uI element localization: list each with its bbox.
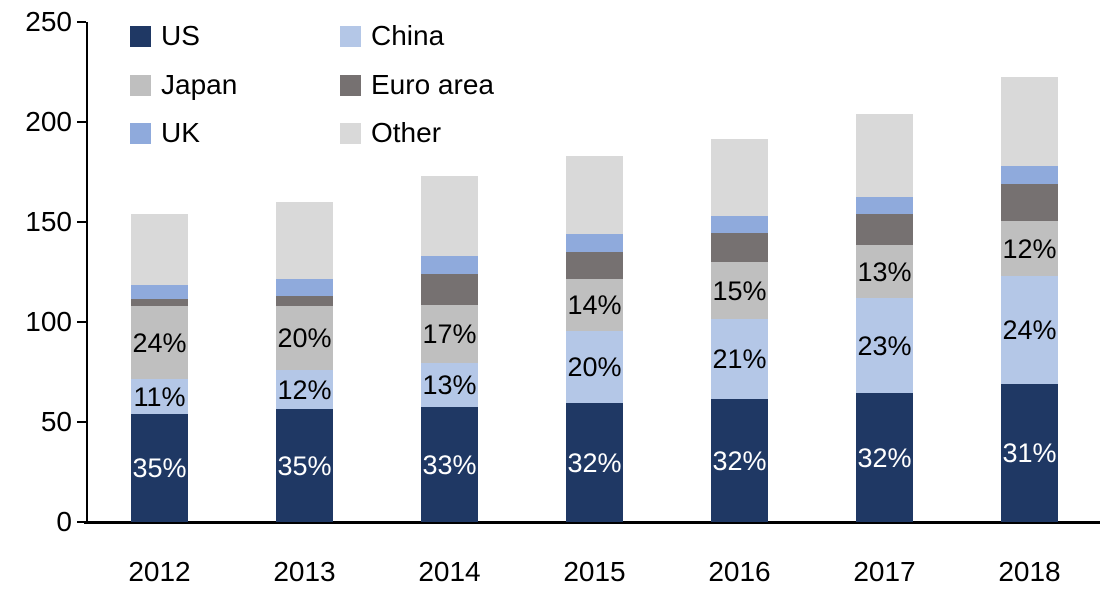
x-tick-label: 2018 (998, 556, 1061, 587)
bar-segment-other (276, 202, 333, 279)
x-tick-label: 2013 (273, 556, 336, 587)
bar-segment-label: 14% (567, 290, 622, 320)
bar-segment-label: 33% (422, 449, 477, 480)
legend-label: UK (161, 117, 200, 148)
bar-segment-other (711, 139, 768, 216)
bar-segment-other (421, 176, 478, 256)
bar-segment-euro-area (276, 296, 333, 306)
bar-segment-japan (856, 245, 913, 298)
bar-segment-china (856, 298, 913, 393)
y-axis-line (86, 22, 88, 522)
bar-segment-label: 32% (567, 447, 622, 478)
legend-label: US (161, 20, 200, 51)
bar-segment-uk (131, 285, 188, 299)
legend-label: Euro area (371, 69, 494, 100)
bar-segment-japan (276, 306, 333, 370)
bar-segment-us (421, 407, 478, 522)
legend-swatch-icon (340, 75, 361, 96)
y-tick-mark (77, 21, 86, 23)
bar-segment-label: 31% (1002, 438, 1057, 468)
y-tick-label: 100 (25, 306, 72, 337)
x-tick-label: 2016 (708, 556, 771, 587)
bar-segment-label: 12% (277, 374, 332, 405)
bar-segment-other (131, 214, 188, 285)
y-tick-label: 250 (25, 6, 72, 37)
bar-segment-euro-area (566, 252, 623, 279)
bar-segment-label: 24% (1002, 315, 1057, 345)
legend-swatch-icon (340, 26, 361, 47)
bar-segment-uk (856, 197, 913, 214)
bar-segment-euro-area (711, 233, 768, 262)
bar-segment-uk (421, 256, 478, 274)
x-axis-line (84, 521, 1100, 524)
x-tick-label: 2012 (128, 556, 191, 587)
y-tick-label: 0 (56, 506, 72, 537)
bar-segment-label: 20% (277, 323, 332, 353)
bar-segment-other (856, 114, 913, 197)
legend-swatch-icon (130, 123, 151, 144)
bar-segment-label: 24% (132, 327, 187, 358)
legend-label: Other (371, 117, 442, 148)
bar-segment-us (1001, 384, 1058, 522)
bar-segment-us (711, 399, 768, 522)
bar-segment-us (856, 393, 913, 522)
bar-segment-label: 32% (712, 445, 767, 476)
bar-segment-japan (421, 305, 478, 363)
bar-segment-japan (1001, 221, 1058, 276)
bar-segment-euro-area (421, 274, 478, 305)
bar-segment-label: 23% (857, 330, 912, 361)
x-tick-label: 2017 (853, 556, 916, 587)
bar-segment-label: 13% (857, 256, 912, 287)
bar-segment-other (1001, 77, 1058, 166)
bar-segment-china (276, 370, 333, 409)
legend-label: China (371, 20, 445, 51)
bar-segment-label: 15% (712, 275, 767, 306)
y-tick-mark (77, 421, 86, 423)
bar-segment-euro-area (856, 214, 913, 245)
bar-segment-china (566, 331, 623, 403)
x-tick-label: 2014 (418, 556, 481, 587)
y-tick-label: 50 (40, 406, 72, 437)
legend-swatch-icon (340, 123, 361, 144)
bar-segment-label: 35% (277, 450, 332, 481)
bar-segment-china (131, 379, 188, 414)
bar-segment-uk (711, 216, 768, 233)
y-tick-mark (77, 221, 86, 223)
bar-segment-label: 12% (1002, 233, 1057, 264)
bar-segment-china (1001, 276, 1058, 384)
bar-segment-euro-area (131, 299, 188, 306)
bar-segment-uk (1001, 166, 1058, 184)
bar-segment-us (131, 414, 188, 522)
bar-segment-label: 32% (857, 442, 912, 473)
bar-segment-china (711, 319, 768, 399)
bar-segment-label: 11% (133, 381, 186, 412)
x-tick-label: 2015 (563, 556, 626, 587)
y-tick-mark (77, 121, 86, 123)
bar-segment-label: 35% (132, 453, 187, 483)
bar-segment-china (421, 363, 478, 407)
bar-segment-label: 20% (567, 352, 622, 382)
legend-swatch-icon (130, 26, 151, 47)
bar-segment-us (566, 403, 623, 522)
bar-segment-us (276, 409, 333, 522)
y-tick-mark (77, 521, 86, 523)
y-tick-label: 150 (25, 206, 72, 237)
bar-segment-label: 17% (422, 319, 477, 349)
bar-segment-japan (711, 262, 768, 319)
bar-segment-label: 21% (712, 344, 767, 374)
bar-segment-uk (566, 234, 623, 252)
legend-label: Japan (161, 69, 238, 100)
y-tick-label: 200 (25, 106, 72, 137)
bar-segment-uk (276, 279, 333, 296)
bar-segment-japan (566, 279, 623, 331)
legend-swatch-icon (130, 75, 151, 96)
bar-segment-japan (131, 306, 188, 379)
bar-segment-other (566, 156, 623, 234)
bar-segment-label: 13% (422, 370, 477, 400)
bar-segment-euro-area (1001, 184, 1058, 221)
y-tick-mark (77, 321, 86, 323)
